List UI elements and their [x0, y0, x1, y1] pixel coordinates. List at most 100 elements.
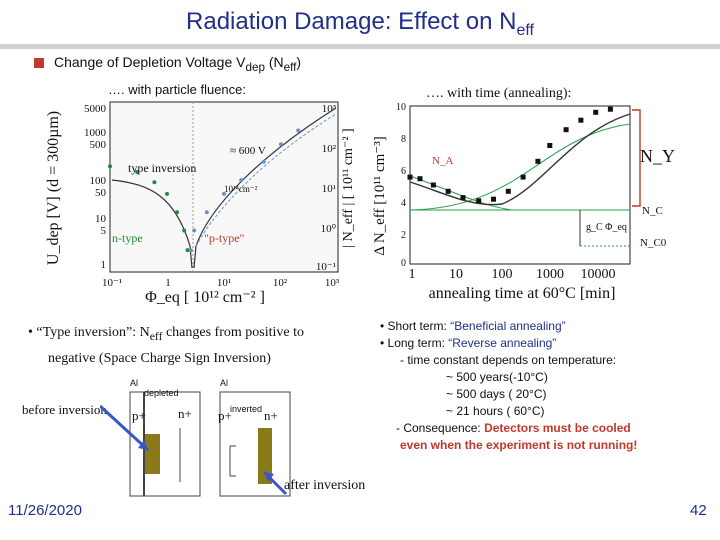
fluence-data-point [108, 164, 112, 169]
fluence-curve-ptype [193, 107, 337, 269]
fluence-ytick: 500 [90, 139, 107, 151]
fluence-xtick: 10² [273, 277, 288, 289]
bullet-sub: eff [149, 329, 163, 343]
fluence-data-point [279, 142, 283, 147]
ny-bracket [632, 109, 641, 207]
subtitle-mid: (N [264, 54, 284, 70]
temp-line-3: ~ 21 hours ( 60°C) [446, 404, 545, 418]
annealing-data-point [547, 143, 553, 148]
annealing-ytick: 4 [401, 198, 406, 209]
fluence-data-point [204, 210, 209, 215]
fluence-curve-band [195, 113, 337, 247]
subtitle-eff: eff [283, 60, 297, 74]
total-curve [409, 113, 631, 206]
fluence-x-label: Φ_eq [ 10¹² cm⁻² ] [145, 289, 265, 306]
fluence-data-point [165, 191, 169, 196]
annealing-ytick: 10 [396, 102, 406, 113]
inverted-region [258, 428, 272, 484]
after-inversion-label: after inversion [284, 478, 366, 493]
fluence-data-point [192, 228, 197, 233]
fluence-data-point [239, 178, 244, 183]
annealing-xtick: 1 [409, 267, 416, 282]
annealing-xtick: 1000 [536, 267, 564, 282]
annealing-data-point [505, 188, 511, 194]
consequence-label: - Consequence: [396, 421, 485, 435]
annealing-y-label: Δ N_eff [10¹¹ cm⁻³] [372, 136, 388, 256]
ny-curve [409, 123, 631, 211]
page-number: 42 [690, 502, 707, 519]
fluence-xtick: 10⁻¹ [102, 277, 122, 289]
annealing-ytick: 6 [401, 166, 406, 177]
fluence-data-point [152, 180, 157, 185]
annealing-x-label: annealing time at 60°C [min] [429, 285, 616, 302]
fluence-data-point [135, 170, 140, 174]
fluence-ytick: 5 [101, 225, 107, 237]
detector-left [129, 391, 201, 497]
long-term-value: “Reverse annealing” [448, 336, 557, 350]
fluence-data-point [222, 191, 226, 196]
title-sub: eff [516, 21, 534, 39]
fluence-data-point [185, 248, 190, 253]
n-plus-label-2: n+ [264, 408, 278, 423]
subtitle: Change of Depletion Voltage Vdep (Neff) [54, 54, 301, 74]
fluence-y2-label: | N_eff | [ 10¹¹ cm⁻² ] [341, 128, 356, 247]
long-term-label: • Long term: [380, 336, 449, 350]
subtitle-text: Change of Depletion Voltage V [54, 54, 246, 70]
label-na: N_A [432, 155, 453, 167]
bullet-square-icon [34, 58, 44, 68]
fluence-chart: U_dep [V] (d = 300µm) | N_eff | [ 10¹¹ c… [45, 101, 356, 306]
fluence-y2tick: 10³ [322, 103, 337, 115]
depleted-region [144, 434, 160, 474]
p-plus-label-2: p+ [218, 408, 232, 423]
al-label-2: Al [220, 378, 228, 388]
fluence-data-point [175, 210, 179, 215]
temp-line-2: ~ 500 days ( 20°C) [446, 387, 547, 401]
fluence-data-point [261, 159, 266, 164]
annealing-ytick: 0 [401, 258, 406, 269]
footer-date: 11/26/2020 [8, 502, 82, 519]
label-nc0: N_C0 [640, 237, 667, 249]
annealing-data-point [607, 106, 613, 112]
annealing-data-point [417, 176, 423, 182]
fluence-xtick: 10¹ [217, 277, 231, 289]
annealing-chart: Δ N_eff [10¹¹ cm⁻³] annealing time at 60… [372, 102, 675, 302]
p-plus-label-1: p+ [132, 408, 146, 423]
fluence-xtick: 1 [165, 277, 171, 289]
fluence-curve-ntype [111, 179, 193, 269]
fluence-data-point [182, 228, 187, 233]
detector-right [219, 391, 291, 497]
annealing-data-point [578, 117, 584, 123]
fluence-xtick: 10³ [325, 277, 340, 289]
annealing-xtick: 10000 [581, 267, 616, 282]
short-term-value: “Beneficial annealing” [450, 319, 566, 333]
time-constant-line: - time constant depends on temperature: [400, 353, 617, 367]
inverted-label: inverted [230, 404, 262, 414]
annealing-data-point [445, 188, 451, 194]
annot-fluence: 10¹⁴cm⁻² [224, 184, 258, 194]
bullet-line1a: • “Type inversion”: N [28, 325, 150, 340]
annealing-data-point [535, 158, 541, 164]
title-main: Radiation Damage: Effect on N [186, 8, 517, 35]
annealing-data-point [520, 174, 526, 180]
fluence-y2tick: 10⁻¹ [316, 261, 336, 273]
subtitle-dep: dep [245, 60, 265, 74]
annealing-data-point [407, 174, 413, 180]
annot-ptype: "p-type" [204, 231, 245, 245]
annot-600v: ≈ 600 V [230, 145, 266, 157]
bullet-line1b: changes from positive to [162, 325, 304, 340]
annot-ntype: n-type [112, 231, 143, 245]
fluence-y2tick: 10⁰ [321, 223, 337, 235]
label-ny: N_Y [640, 146, 675, 166]
subtitle-close: ) [296, 54, 302, 70]
annealing-ytick: 2 [401, 230, 406, 241]
annealing-points [407, 106, 613, 204]
annealing-xtick: 10 [449, 267, 463, 282]
bullet-line2: negative (Space Charge Sign Inversion) [48, 350, 271, 366]
title-divider [0, 44, 720, 49]
al-label-1: Al [130, 378, 138, 388]
annealing-data-point [563, 127, 569, 133]
annot-type-inversion: type inversion [128, 161, 196, 175]
annealing-data-point [460, 195, 466, 201]
fluence-ytick: 5000 [84, 103, 107, 115]
arrow-before [100, 404, 150, 452]
